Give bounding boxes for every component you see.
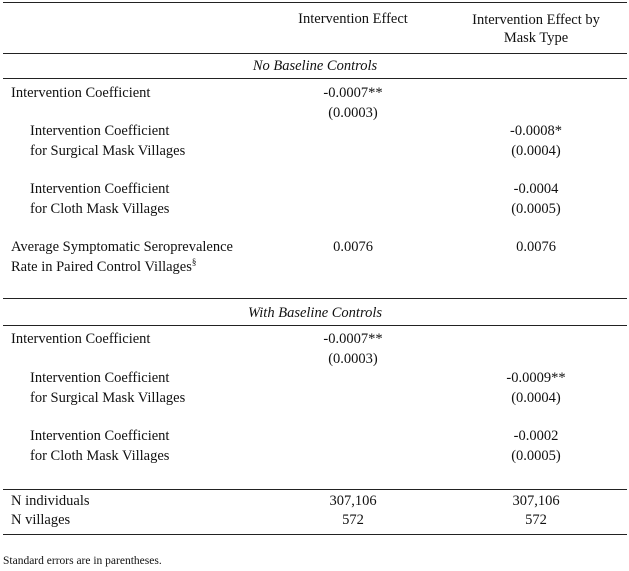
row-label: for Cloth Mask Villages (30, 448, 170, 464)
se-value: (0.0004) (511, 390, 561, 406)
se-value: (0.0003) (328, 351, 378, 367)
row-label: Intervention Coefficient (30, 181, 170, 197)
row-label: Intervention Coefficient (11, 85, 151, 101)
count-value: 572 (342, 512, 364, 528)
coef-value: -0.0007** (323, 331, 383, 347)
header-intervention-effect: Intervention Effect (298, 11, 408, 27)
avg-value: 0.0076 (516, 239, 556, 255)
table-bottom-rule (3, 534, 627, 535)
header-mask-type-line1: Intervention Effect by (472, 12, 600, 28)
row-label: Intervention Coefficient (11, 331, 151, 347)
panel-a-rule (3, 78, 627, 79)
coef-value: -0.0008* (510, 123, 562, 139)
panel-b-title: With Baseline Controls (248, 305, 382, 321)
footnote: Standard errors are in parentheses. (3, 555, 162, 567)
row-label: N individuals (11, 493, 90, 509)
count-value: 307,106 (512, 493, 560, 509)
se-value: (0.0003) (328, 105, 378, 121)
se-value: (0.0004) (511, 143, 561, 159)
row-label: Intervention Coefficient (30, 123, 170, 139)
se-value: (0.0005) (511, 448, 561, 464)
row-label: Intervention Coefficient (30, 428, 170, 444)
panel-a-title: No Baseline Controls (252, 58, 378, 74)
header-rule (3, 53, 627, 54)
coef-value: -0.0007** (323, 85, 383, 101)
avg-value: 0.0076 (333, 239, 373, 255)
count-value: 572 (525, 512, 547, 528)
panel-b-rule (3, 325, 627, 326)
panel-b-top-rule (3, 298, 627, 299)
table-top-rule (3, 2, 627, 3)
count-value: 307,106 (329, 493, 377, 509)
row-label: N villages (11, 512, 71, 528)
row-label: Intervention Coefficient (30, 370, 170, 386)
header-mask-type-line2: Mask Type (503, 30, 569, 46)
row-label: Rate in Paired Control Villages§ (11, 257, 196, 277)
coef-value: -0.0002 (513, 428, 559, 444)
row-label: Average Symptomatic Seroprevalence (11, 239, 233, 255)
section-footnote-mark: § (191, 257, 197, 268)
totals-rule (3, 489, 627, 490)
row-label: for Cloth Mask Villages (30, 201, 170, 217)
row-label: for Surgical Mask Villages (30, 143, 186, 159)
se-value: (0.0005) (511, 201, 561, 217)
coef-value: -0.0009** (506, 370, 566, 386)
avg-label-text: Rate in Paired Control Villages (11, 259, 192, 275)
coef-value: -0.0004 (513, 181, 559, 197)
row-label: for Surgical Mask Villages (30, 390, 186, 406)
